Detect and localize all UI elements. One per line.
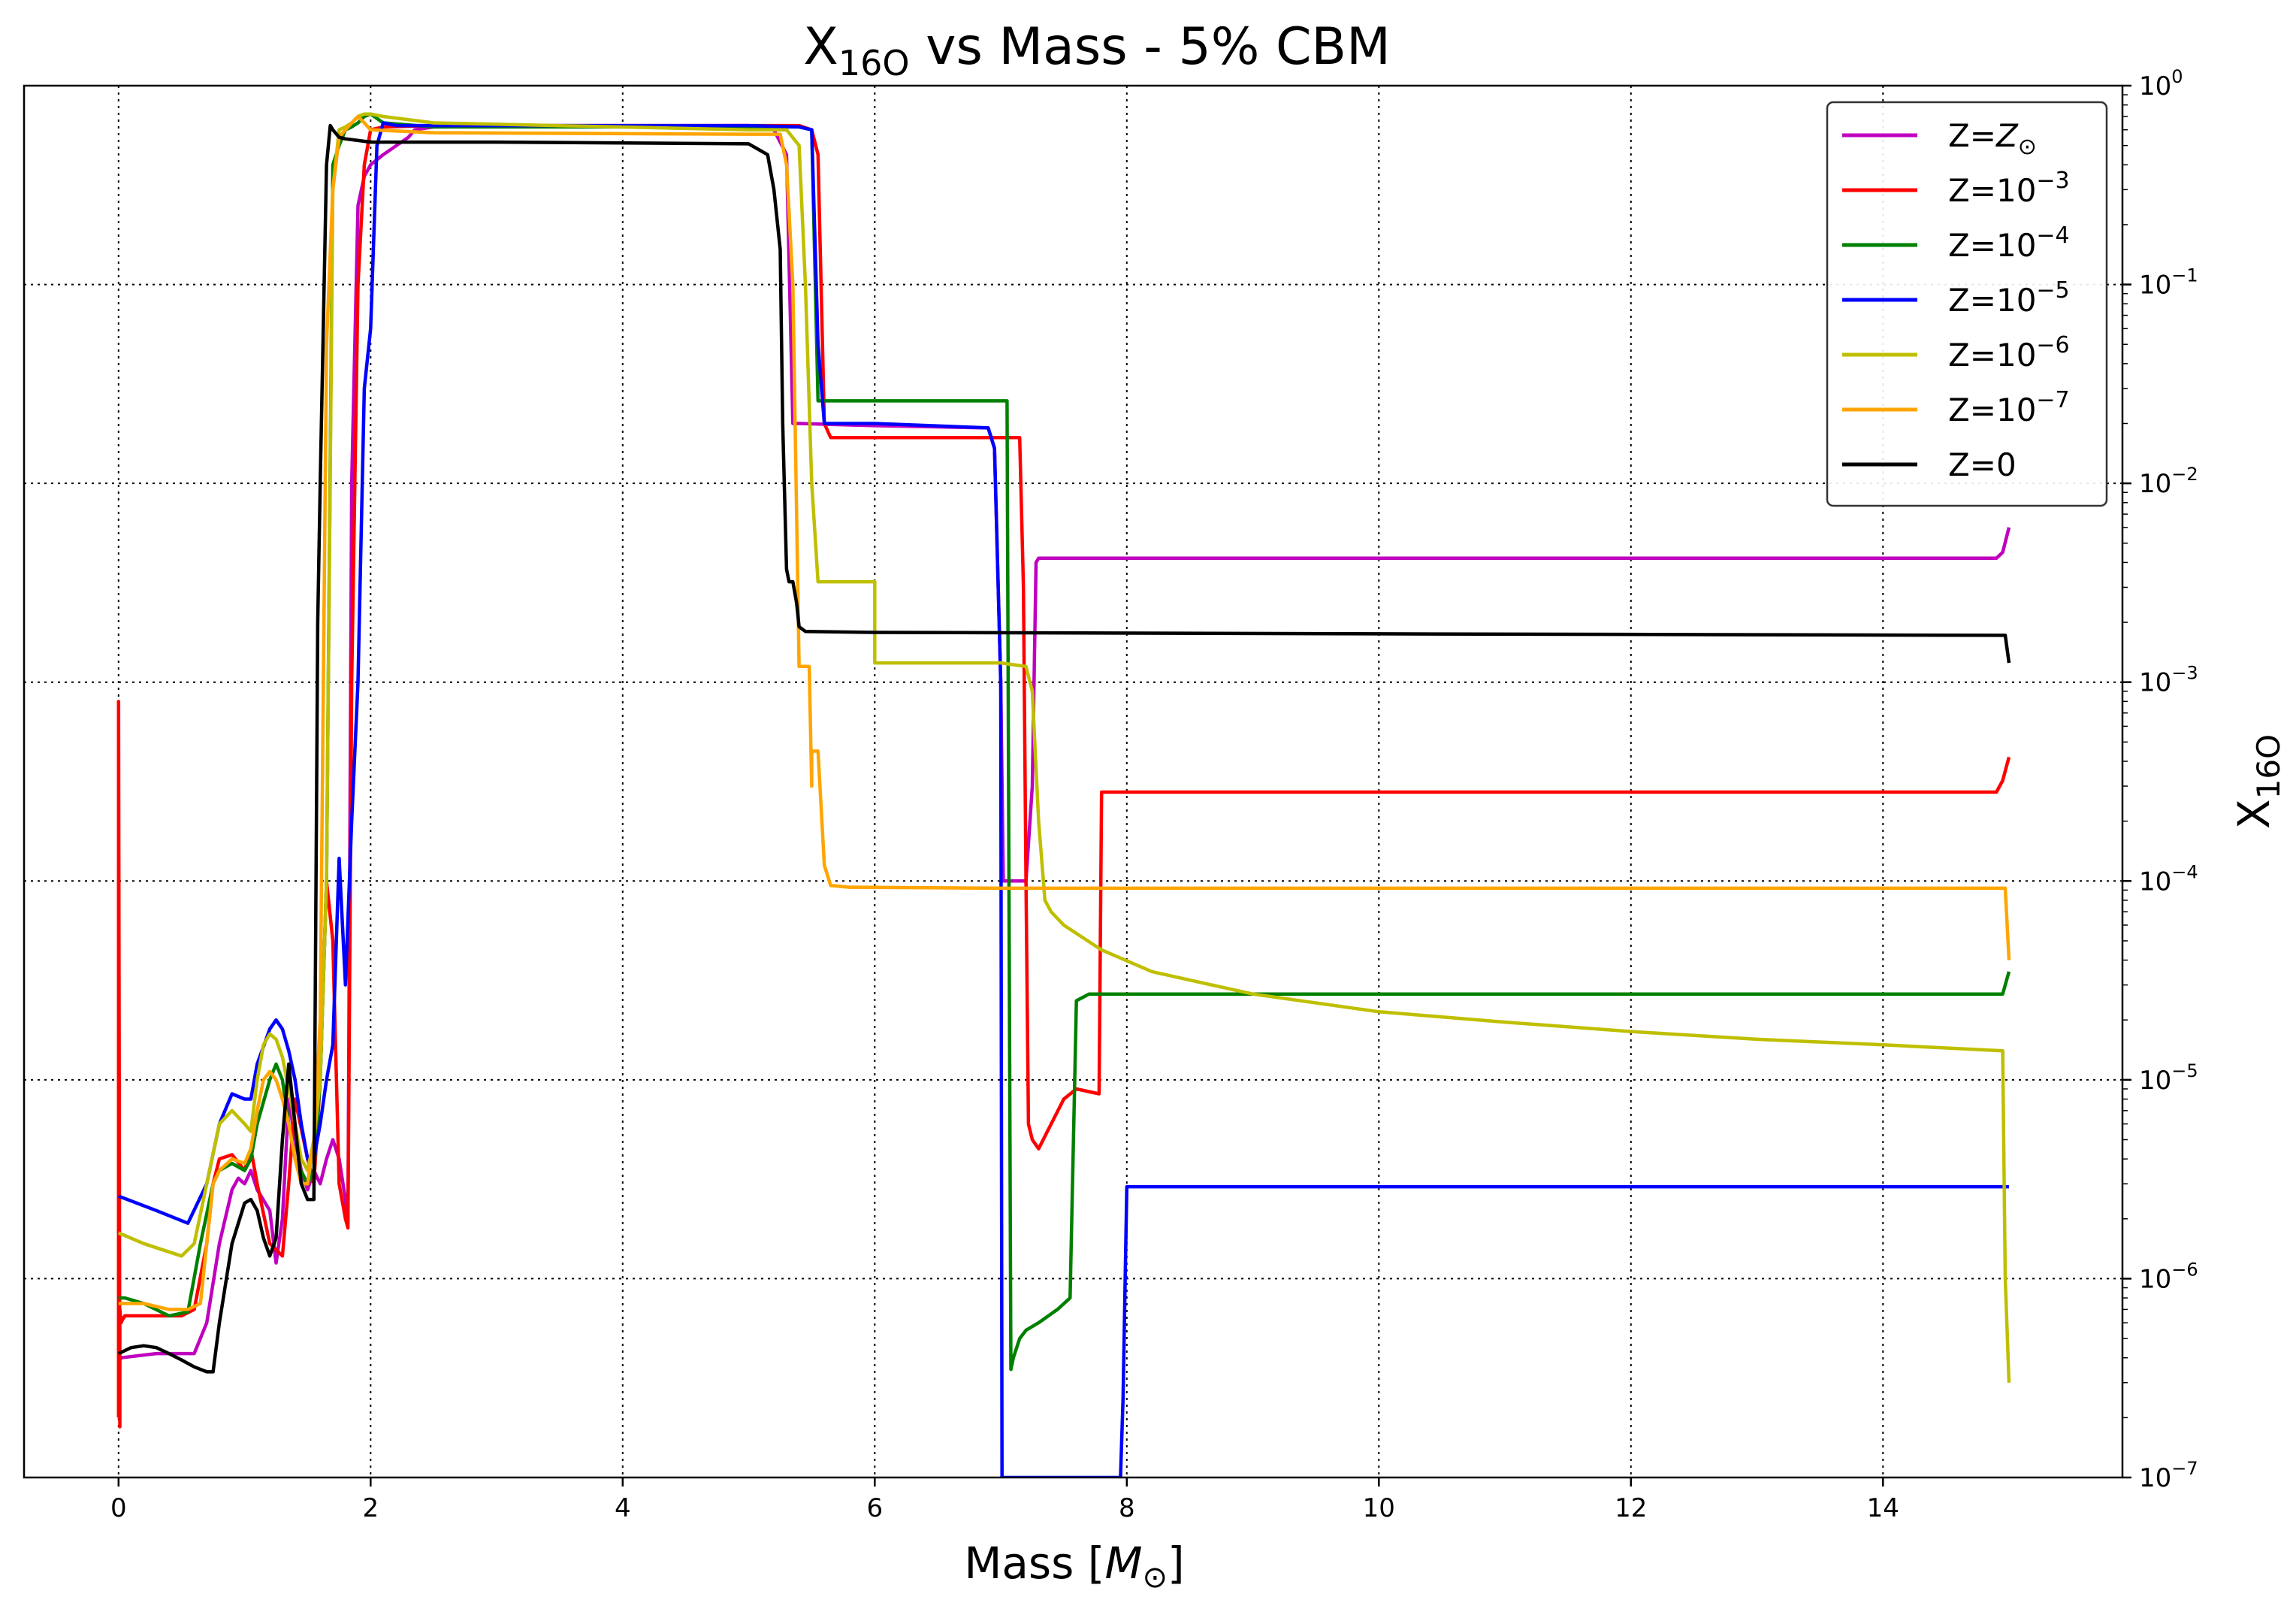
x-tick-label: 0: [110, 1493, 127, 1523]
y-tick-label: 10−6: [2139, 1259, 2198, 1294]
x-tick-label: 8: [1119, 1493, 1135, 1523]
x-axis: 0 2 4 6 8 10 12 14: [110, 1477, 1899, 1523]
y-tick-label: 10−3: [2139, 663, 2198, 698]
series-line-6: [117, 123, 2011, 1374]
x-tick-label: 6: [866, 1493, 883, 1523]
series-line-3: [117, 121, 2009, 1477]
legend-label-1: Z=10−3: [1948, 168, 2070, 209]
y-axis-title: X16O: [2228, 734, 2287, 829]
x-tick-label: 14: [1867, 1493, 1899, 1523]
legend-label-2: Z=10−4: [1948, 222, 2070, 264]
legend-box: [1826, 101, 2108, 507]
series-line-1: [116, 123, 2011, 1429]
y-axis: 100 10−1 10−2 10−3 10−4 10−5 10−6 10−7: [2122, 66, 2198, 1493]
legend-label-4: Z=10−6: [1948, 332, 2070, 374]
legend-label-3: Z=10−5: [1948, 277, 2070, 319]
legend-label-5: Z=10−7: [1948, 387, 2070, 428]
y-tick-label: 10−4: [2139, 861, 2198, 897]
series-line-2: [118, 112, 2011, 1372]
legend-label-0: Z=Z⊙: [1948, 117, 2037, 160]
series-lines: [116, 112, 2011, 1477]
y-tick-label: 10−7: [2139, 1458, 2198, 1493]
chart-title: X16O vs Mass - 5% CBM: [803, 17, 1391, 83]
legend: Z=Z⊙ Z=10−3 Z=10−4 Z=10−5 Z=10−6 Z=10−7 Z=0: [1826, 101, 2108, 507]
x-tick-label: 4: [615, 1493, 631, 1523]
x-axis-title: Mass [M⊙]: [964, 1538, 1184, 1595]
y-tick-label: 10−2: [2139, 464, 2198, 499]
legend-label-6: Z=0: [1948, 446, 2017, 483]
x-tick-label: 10: [1363, 1493, 1395, 1523]
y-tick-label: 10−5: [2139, 1060, 2198, 1096]
x-tick-label: 12: [1615, 1493, 1647, 1523]
series-line-4: [117, 112, 2011, 1383]
y-tick-label: 100: [2139, 66, 2183, 101]
y-tick-label: 10−1: [2139, 265, 2198, 301]
plot-frame: [23, 84, 2124, 1479]
x-tick-label: 2: [362, 1493, 379, 1523]
